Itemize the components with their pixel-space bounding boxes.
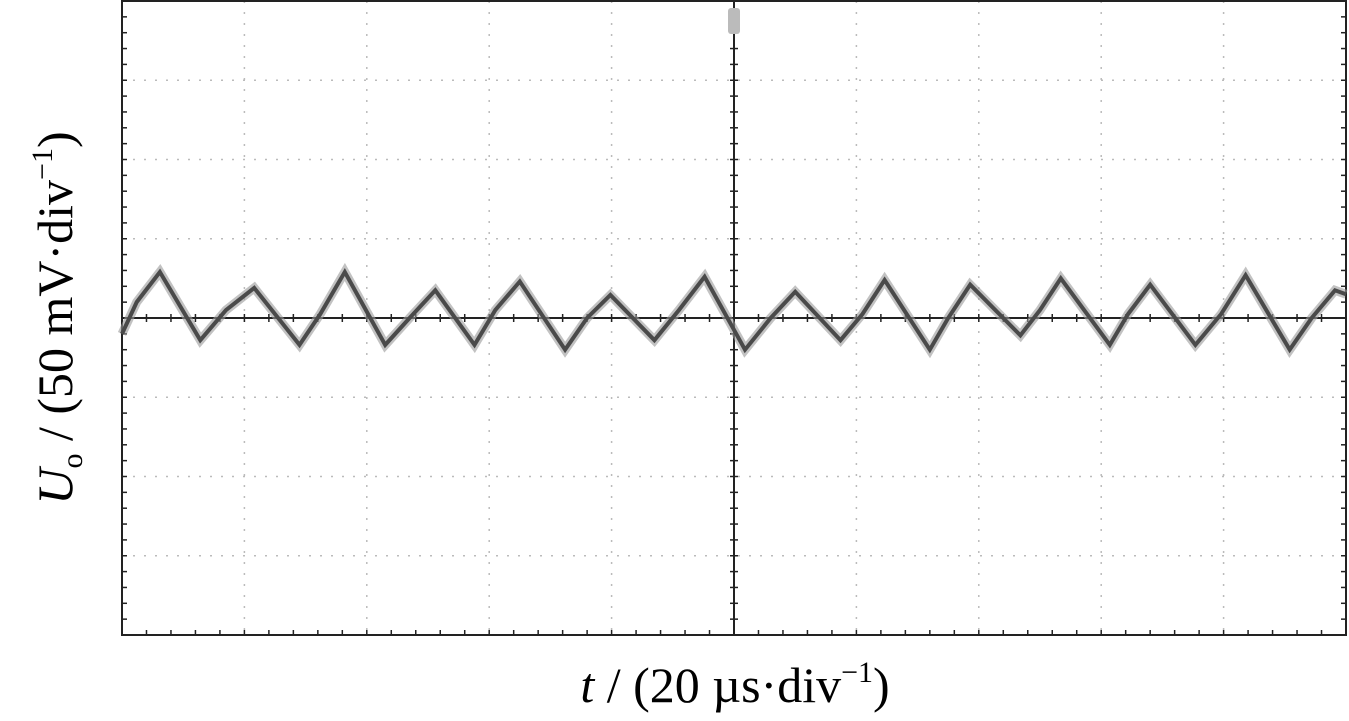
trace: [120, 267, 1347, 354]
y-subscript: o: [56, 454, 89, 469]
x-close: ): [873, 657, 890, 713]
x-symbol: t: [580, 657, 595, 713]
trigger-marker: [728, 8, 740, 34]
x-text: / (20 µs·div: [594, 657, 841, 713]
y-close: ): [27, 131, 83, 148]
y-symbol: U: [27, 466, 83, 505]
x-superscript: −1: [841, 656, 873, 689]
x-axis-label: t / (20 µs·div−1): [580, 656, 889, 713]
y-text: / (50 mV·div: [27, 180, 83, 454]
y-superscript: −1: [26, 148, 59, 180]
y-axis-label: Uo / (50 mV·div−1): [26, 131, 89, 504]
plot-frame: [121, 0, 1347, 636]
